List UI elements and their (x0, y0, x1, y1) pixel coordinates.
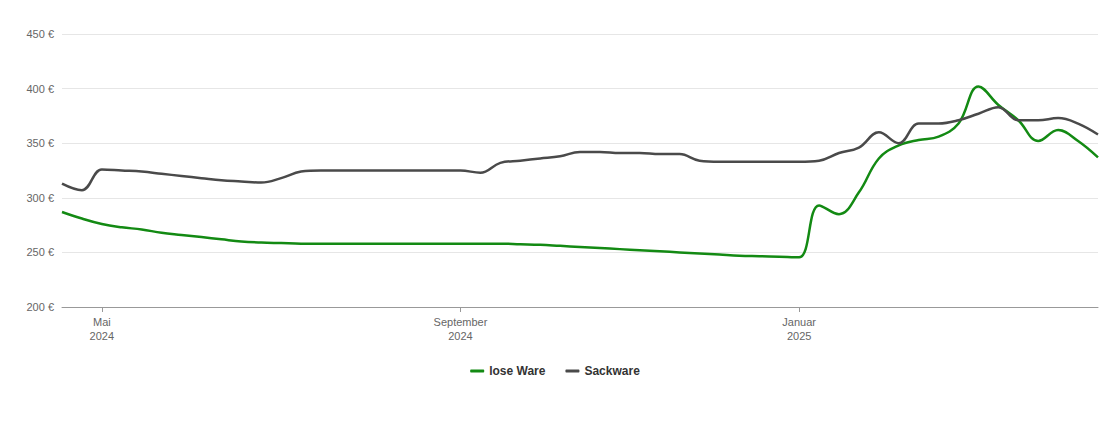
svg-text:250 €: 250 € (26, 246, 54, 258)
svg-text:300 €: 300 € (26, 192, 54, 204)
svg-text:September: September (434, 316, 488, 328)
svg-text:Mai: Mai (93, 316, 111, 328)
svg-text:Januar: Januar (782, 316, 816, 328)
svg-text:450 €: 450 € (26, 28, 54, 40)
svg-text:2024: 2024 (90, 330, 114, 342)
svg-text:lose Ware: lose Ware (489, 364, 546, 378)
svg-text:2025: 2025 (787, 330, 811, 342)
svg-text:2024: 2024 (448, 330, 472, 342)
svg-text:350 €: 350 € (26, 137, 54, 149)
svg-text:400 €: 400 € (26, 83, 54, 95)
svg-text:200 €: 200 € (26, 301, 54, 313)
svg-text:Sackware: Sackware (584, 364, 640, 378)
